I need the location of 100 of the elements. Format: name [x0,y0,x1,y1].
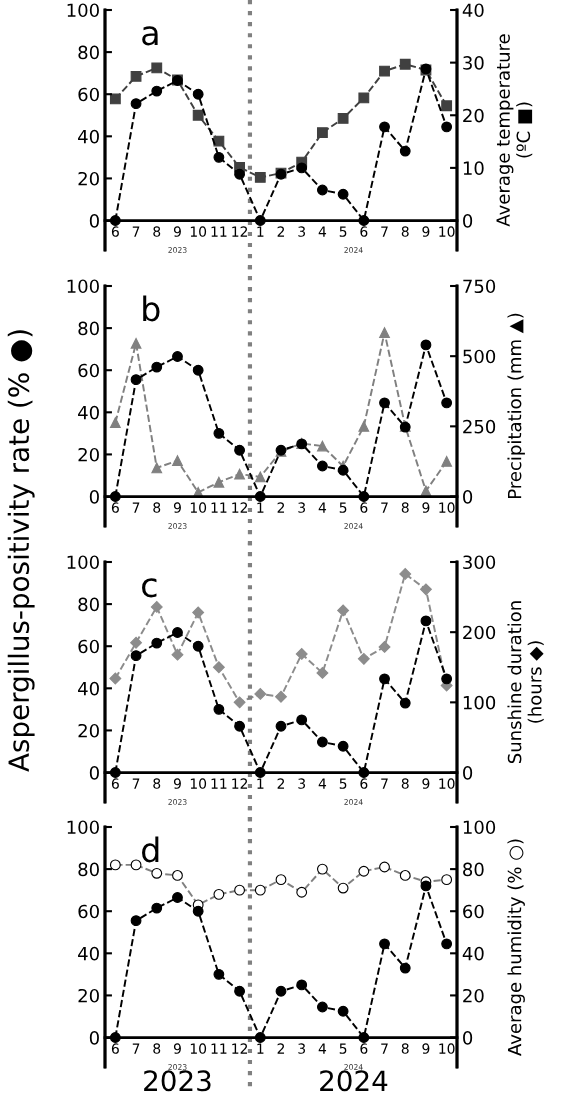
y-tick-label: 80 [78,597,99,612]
y-tick-label: 80 [78,862,99,877]
y-tick-label: 100 [67,3,99,18]
x-tick-label: 5 [339,1043,347,1054]
x-tick-label: 6 [360,1043,368,1054]
y-tick-label: 100 [67,820,99,835]
y-tick-label: 60 [78,363,99,378]
x-tick-label: 6 [111,778,119,789]
y-tick-label: 40 [78,946,99,961]
x-tick-label: 1 [257,1043,264,1054]
x-tick-label: 12 [232,778,248,789]
x-tick-label: 11 [211,226,227,237]
x-tick-label: 10 [190,226,207,237]
x-tick-label: 11 [211,502,227,513]
x-tick-label: 8 [401,226,409,237]
x-tick-label: 6 [360,502,368,513]
x-tick-label: 4 [318,1043,327,1054]
y2-tick-label: 250 [463,419,496,434]
x-tick-label: 9 [422,226,430,237]
y2-tick-label: 100 [463,695,496,710]
x-tick-label: 8 [153,502,161,513]
y-tick-label: 100 [67,279,99,294]
x-tick-label: 1 [257,778,264,789]
y-tick-label: 40 [78,405,99,420]
text: 2024 [320,1070,388,1092]
y-tick-label: 60 [78,87,99,102]
x-tick-label: 7 [381,502,388,513]
y-tick-label: 100 [67,555,99,570]
y-axis-title: Aspergillus-positivity rate (% ●) [7,330,35,772]
x-tick-label: 2 [277,226,285,237]
y2-tick-label: 60 [463,904,484,919]
chart-title: a [142,26,158,46]
y-tick-label: 40 [78,681,99,696]
y2-tick-label: 200 [463,625,496,640]
x-tick-label: 6 [360,778,368,789]
y2-tick-label: 750 [463,279,496,294]
x-tick-label: 6 [111,502,119,513]
x-tick-label: 2 [277,502,285,513]
chart-title: d [142,836,159,863]
y-tick-label: 80 [78,45,99,60]
y-tick-label: 20 [78,171,99,186]
x-tick-label: 8 [401,1043,409,1054]
x-tick-label: 6 [111,1043,119,1054]
y-tick-label: 0 [89,765,99,780]
y2-tick-label: 20 [463,108,484,123]
x-tick-label: 12 [232,1043,248,1054]
y2-axis-title: Average humidity (% ○) [507,839,525,1056]
x-tick-label: 5 [339,778,347,789]
y-tick-label: 80 [78,321,99,336]
y2-tick-label: 0 [463,213,473,228]
x-tick-label: 12 [232,502,248,513]
y2-tick-label: 40 [462,3,484,18]
x-tick-label: 4 [318,226,327,237]
x-tick-label: 2 [277,1043,285,1054]
x-tick-label: 7 [132,226,140,237]
x-tick-label: 9 [422,502,430,513]
x-tick-label: 3 [298,226,306,237]
x-tick-label: 9 [173,226,181,237]
y2-tick-label: 500 [463,349,496,364]
y-tick-label: 60 [78,639,99,654]
x-tick-label: 7 [132,778,140,789]
x-tick-label: 8 [153,226,161,237]
x-tick-label: 10 [439,502,455,513]
y-tick-label: 0 [89,489,99,504]
x-tick-label: 8 [401,502,409,513]
y2-tick-label: 80 [463,862,484,877]
y-tick-label: 60 [78,904,99,919]
y-tick-label: 20 [78,988,99,1003]
x-tick-label: 5 [339,226,347,237]
x-tick-label: 10 [439,778,455,789]
y2-tick-label: 300 [463,555,496,570]
y2-tick-label: 0 [463,1030,473,1045]
x-tick-label: 12 [232,226,248,237]
x-tick-label: 9 [422,1043,430,1054]
y2-tick-label: 40 [462,946,484,961]
x-tick-label: 8 [401,778,409,789]
x-tick-label: 9 [173,778,181,789]
y2-tick-label: 0 [463,489,473,504]
x-tick-label: 7 [381,1043,388,1054]
y-tick-label: 40 [78,129,99,144]
x-tick-label: 3 [298,778,306,789]
x-tick-label: 11 [211,778,227,789]
x-tick-label: 6 [111,226,119,237]
x-tick-label: 2 [277,778,285,789]
x-tick-label: 1 [257,226,264,237]
x-tick-label: 7 [381,226,388,237]
x-tick-label: 9 [173,502,181,513]
x-tick-label: 9 [173,1043,181,1054]
y2-axis-title: Average temperature (ºC ■) [496,34,533,227]
x-tick-label: 4 [318,502,327,513]
x-tick-label: 5 [339,502,347,513]
x-tick-label: 10 [439,1043,455,1054]
chart-title: b [143,295,160,322]
text: 2023 [144,1070,211,1092]
x-tick-label: 8 [153,778,161,789]
y-tick-label: 20 [78,447,99,462]
x-tick-label: 6 [360,226,368,237]
x-tick-label: 11 [211,1043,227,1054]
x-tick-label: 9 [422,778,430,789]
x-tick-label: 8 [153,1043,161,1054]
